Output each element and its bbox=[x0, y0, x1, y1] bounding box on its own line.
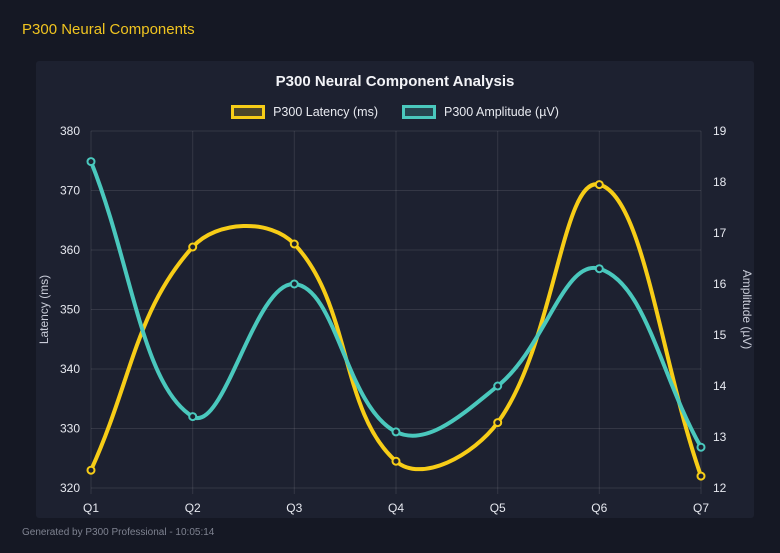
x-axis-label: Q6 bbox=[591, 501, 607, 515]
x-axis-label: Q1 bbox=[83, 501, 99, 515]
x-axis-label: Q3 bbox=[286, 501, 302, 515]
amplitude-point-Q6[interactable] bbox=[594, 264, 604, 274]
latency-point-Q3[interactable] bbox=[289, 239, 299, 249]
footer-note: Generated by P300 Professional - 10:05:1… bbox=[22, 527, 215, 538]
latency-point-Q5[interactable] bbox=[493, 418, 503, 428]
chart-legend: P300 Latency (ms) P300 Amplitude (µV) bbox=[36, 105, 754, 119]
legend-swatch-amplitude bbox=[402, 105, 436, 119]
right-tick-label: 14 bbox=[713, 379, 727, 393]
chart-panel: 380 370 360 350 340 330 320 19 18 17 16 15 14 13 12 Q1 Q… bbox=[36, 61, 754, 518]
legend-label-latency: P300 Latency (ms) bbox=[273, 105, 378, 119]
x-axis-label: Q4 bbox=[388, 501, 404, 515]
left-tick-label: 380 bbox=[60, 124, 80, 138]
right-tick-label: 18 bbox=[713, 175, 727, 189]
legend-item-latency[interactable]: P300 Latency (ms) bbox=[231, 105, 378, 119]
left-tick-label: 370 bbox=[60, 184, 80, 198]
amplitude-point-Q4[interactable] bbox=[391, 427, 401, 437]
amplitude-point-Q5[interactable] bbox=[493, 381, 503, 391]
x-axis-label: Q7 bbox=[693, 501, 709, 515]
chart-title: P300 Neural Component Analysis bbox=[275, 73, 515, 90]
amplitude-point-Q2[interactable] bbox=[188, 412, 198, 422]
right-tick-label: 12 bbox=[713, 481, 727, 495]
right-tick-label: 15 bbox=[713, 328, 727, 342]
left-axis-title: Latency (ms) bbox=[37, 275, 51, 344]
latency-point-Q7[interactable] bbox=[696, 471, 706, 481]
right-tick-label: 17 bbox=[713, 226, 727, 240]
legend-swatch-latency bbox=[231, 105, 266, 119]
left-tick-label: 360 bbox=[60, 243, 80, 257]
amplitude-point-Q1[interactable] bbox=[86, 157, 96, 167]
amplitude-point-Q3[interactable] bbox=[289, 279, 299, 289]
latency-point-Q6[interactable] bbox=[594, 180, 604, 190]
left-tick-label: 330 bbox=[60, 422, 80, 436]
right-axis-title: Amplitude (µV) bbox=[740, 270, 754, 350]
x-axis-label: Q2 bbox=[185, 501, 201, 515]
legend-label-amplitude: P300 Amplitude (µV) bbox=[444, 105, 559, 119]
left-tick-label: 340 bbox=[60, 362, 80, 376]
latency-point-Q1[interactable] bbox=[86, 465, 96, 475]
left-tick-label: 320 bbox=[60, 481, 80, 495]
x-axis-label: Q5 bbox=[490, 501, 506, 515]
right-tick-label: 16 bbox=[713, 277, 727, 291]
latency-point-Q2[interactable] bbox=[188, 242, 198, 252]
amplitude-point-Q7[interactable] bbox=[696, 442, 706, 452]
right-tick-label: 19 bbox=[713, 124, 727, 138]
right-tick-label: 13 bbox=[713, 430, 727, 444]
legend-item-amplitude[interactable]: P300 Amplitude (µV) bbox=[402, 105, 559, 119]
chart-canvas[interactable]: 380 370 360 350 340 330 320 19 18 17 16 15 14 13 12 Q1 Q… bbox=[36, 61, 754, 518]
left-tick-label: 350 bbox=[60, 303, 80, 317]
latency-point-Q4[interactable] bbox=[391, 456, 401, 466]
page-title: P300 Neural Components bbox=[22, 21, 195, 38]
